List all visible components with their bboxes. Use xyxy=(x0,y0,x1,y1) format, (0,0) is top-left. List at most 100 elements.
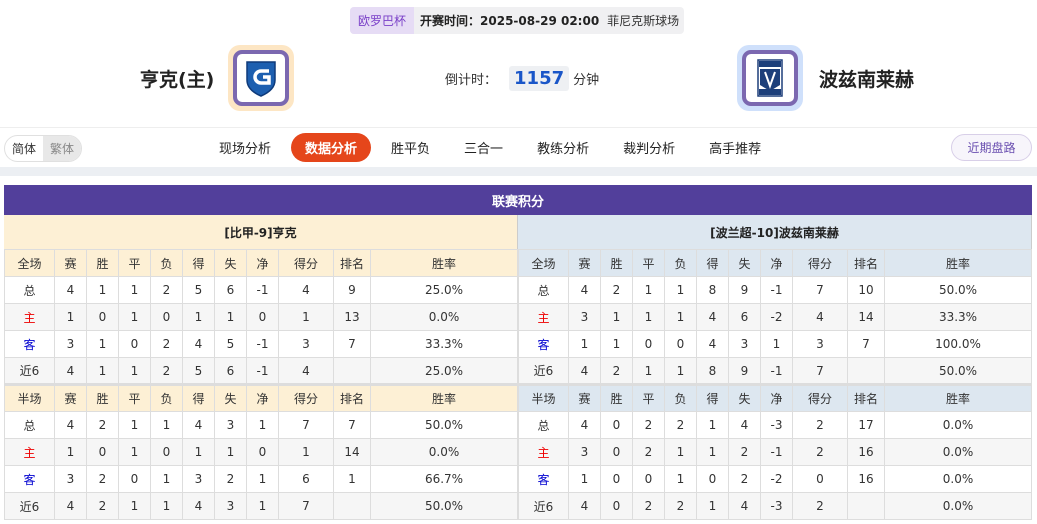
table-cell: 1 xyxy=(600,330,633,358)
table-row: 近6 4 0 2 2 1 4 -3 2 0.0% xyxy=(518,492,1032,520)
table-cell: 7 xyxy=(333,330,371,358)
row-label: 主 xyxy=(4,303,55,331)
column-header: 胜率 xyxy=(370,249,518,277)
column-header: 得 xyxy=(182,249,215,277)
column-header: 胜 xyxy=(600,249,633,277)
table-cell: 3 xyxy=(182,465,215,493)
home-team-logo[interactable] xyxy=(228,45,295,111)
table-cell: 0 xyxy=(118,465,151,493)
table-cell: -1 xyxy=(760,438,793,466)
table-cell: 13 xyxy=(333,303,371,331)
table-cell: 1 xyxy=(54,438,87,466)
away-team-name: 波兹南莱赫 xyxy=(819,68,915,91)
column-header: 失 xyxy=(728,249,761,277)
table-row: 客 3 2 0 1 3 2 1 6 1 66.7% xyxy=(4,465,518,493)
match-info-bar: 欧罗巴杯 开赛时间：2025-08-29 02:00 菲尼克斯球场 xyxy=(350,7,684,34)
away-standings: [波兰超-10]波兹南莱赫 全场赛胜平负得失净得分 排名 胜率总 4 2 1 1 8 9 -1 7 10… xyxy=(518,215,1032,520)
tab-4[interactable]: 教练分析 xyxy=(537,142,590,157)
recent-odds-button[interactable]: 近期盘路 xyxy=(951,134,1032,161)
table-cell xyxy=(847,357,885,385)
table-cell: 2 xyxy=(150,276,183,304)
team-standing-header: [比甲-9]亨克 xyxy=(4,215,518,249)
table-cell: 1 xyxy=(632,357,665,385)
table-cell: 1 xyxy=(214,438,247,466)
standings-table: 全场赛胜平负得失净得分 排名 胜率总 4 1 1 2 5 6 -1 4 9 25.0% 主 1 0 1 0 1 1 0 1… xyxy=(4,249,518,520)
table-cell: 1 xyxy=(278,303,334,331)
table-cell: 0 xyxy=(246,303,279,331)
table-cell: 1 xyxy=(696,438,729,466)
table-cell: 1 xyxy=(54,303,87,331)
table-cell: 1 xyxy=(246,411,279,439)
table-cell xyxy=(333,492,371,520)
league-badge[interactable]: 欧罗巴杯 xyxy=(350,7,415,34)
column-header: 胜率 xyxy=(884,383,1032,412)
table-cell: 2 xyxy=(150,330,183,358)
table-cell: 1 xyxy=(600,303,633,331)
divider xyxy=(0,167,1037,176)
table-cell: 1 xyxy=(696,411,729,439)
table-cell: 4 xyxy=(278,357,334,385)
table-cell: 4 xyxy=(696,303,729,331)
tab-1[interactable]: 数据分析 xyxy=(291,133,372,162)
table-row: 近6 4 2 1 1 8 9 -1 7 50.0% xyxy=(518,357,1032,385)
table-cell: 4 xyxy=(54,492,87,520)
tab-2[interactable]: 胜平负 xyxy=(391,142,431,157)
lang-traditional[interactable]: 繁体 xyxy=(43,136,82,161)
table-row: 主 3 1 1 1 4 6 -2 4 14 33.3% xyxy=(518,303,1032,331)
table-cell: 1 xyxy=(118,492,151,520)
table-cell: 0.0% xyxy=(884,411,1032,439)
table-cell: 10 xyxy=(847,276,885,304)
tab-5[interactable]: 裁判分析 xyxy=(623,142,676,157)
column-header: 平 xyxy=(118,383,151,412)
column-header: 得分 xyxy=(792,249,848,277)
table-cell: 1 xyxy=(118,411,151,439)
column-header: 失 xyxy=(214,383,247,412)
table-cell: 1 xyxy=(760,330,793,358)
table-cell: -1 xyxy=(246,357,279,385)
column-header: 胜 xyxy=(86,383,119,412)
tab-3[interactable]: 三合一 xyxy=(464,142,504,157)
column-header: 排名 xyxy=(847,383,885,412)
column-header: 赛 xyxy=(54,249,87,277)
table-cell: 3 xyxy=(54,330,87,358)
table-cell: 0 xyxy=(150,303,183,331)
row-label: 客 xyxy=(518,330,569,358)
table-row: 主 1 0 1 0 1 1 0 1 14 0.0% xyxy=(4,438,518,466)
table-cell: 1 xyxy=(568,465,601,493)
language-toggle: 简体 繁体 xyxy=(4,135,83,162)
table-cell: 1 xyxy=(568,330,601,358)
row-label: 客 xyxy=(518,465,569,493)
table-cell: 50.0% xyxy=(370,411,518,439)
row-label: 主 xyxy=(4,438,55,466)
column-header: 得分 xyxy=(278,383,334,412)
table-cell: 0 xyxy=(696,465,729,493)
lang-simplified[interactable]: 简体 xyxy=(12,142,37,156)
column-header: 胜率 xyxy=(370,383,518,412)
column-header: 全场 xyxy=(4,249,55,277)
home-standings: [比甲-9]亨克 全场赛胜平负得失净得分 排名 胜率总 4 1 1 2 5 6 -1 4 9 25.0% 主… xyxy=(4,215,518,520)
column-header: 负 xyxy=(150,249,183,277)
table-cell: 1 xyxy=(246,492,279,520)
table-cell: 2 xyxy=(728,438,761,466)
table-cell: 3 xyxy=(54,465,87,493)
table-cell: 6 xyxy=(278,465,334,493)
column-header: 平 xyxy=(632,249,665,277)
table-cell: -3 xyxy=(760,411,793,439)
table-cell: 3 xyxy=(278,330,334,358)
table-cell: 7 xyxy=(792,357,848,385)
table-cell: 2 xyxy=(792,492,848,520)
tab-0[interactable]: 现场分析 xyxy=(219,142,272,157)
lech-crest-icon xyxy=(757,59,783,97)
table-cell: 2 xyxy=(792,438,848,466)
table-cell: 2 xyxy=(150,357,183,385)
tab-6[interactable]: 高手推荐 xyxy=(709,142,762,157)
full-header-row: 全场赛胜平负得失净得分 排名 胜率 xyxy=(4,249,518,277)
countdown-value: 1157 xyxy=(509,66,570,91)
column-header: 排名 xyxy=(333,249,371,277)
table-row: 总 4 2 1 1 4 3 1 7 7 50.0% xyxy=(4,411,518,439)
table-cell: 8 xyxy=(696,357,729,385)
away-team-logo[interactable] xyxy=(737,45,803,111)
table-cell: 0 xyxy=(246,438,279,466)
table-cell: 5 xyxy=(182,276,215,304)
row-label: 近6 xyxy=(4,492,55,520)
